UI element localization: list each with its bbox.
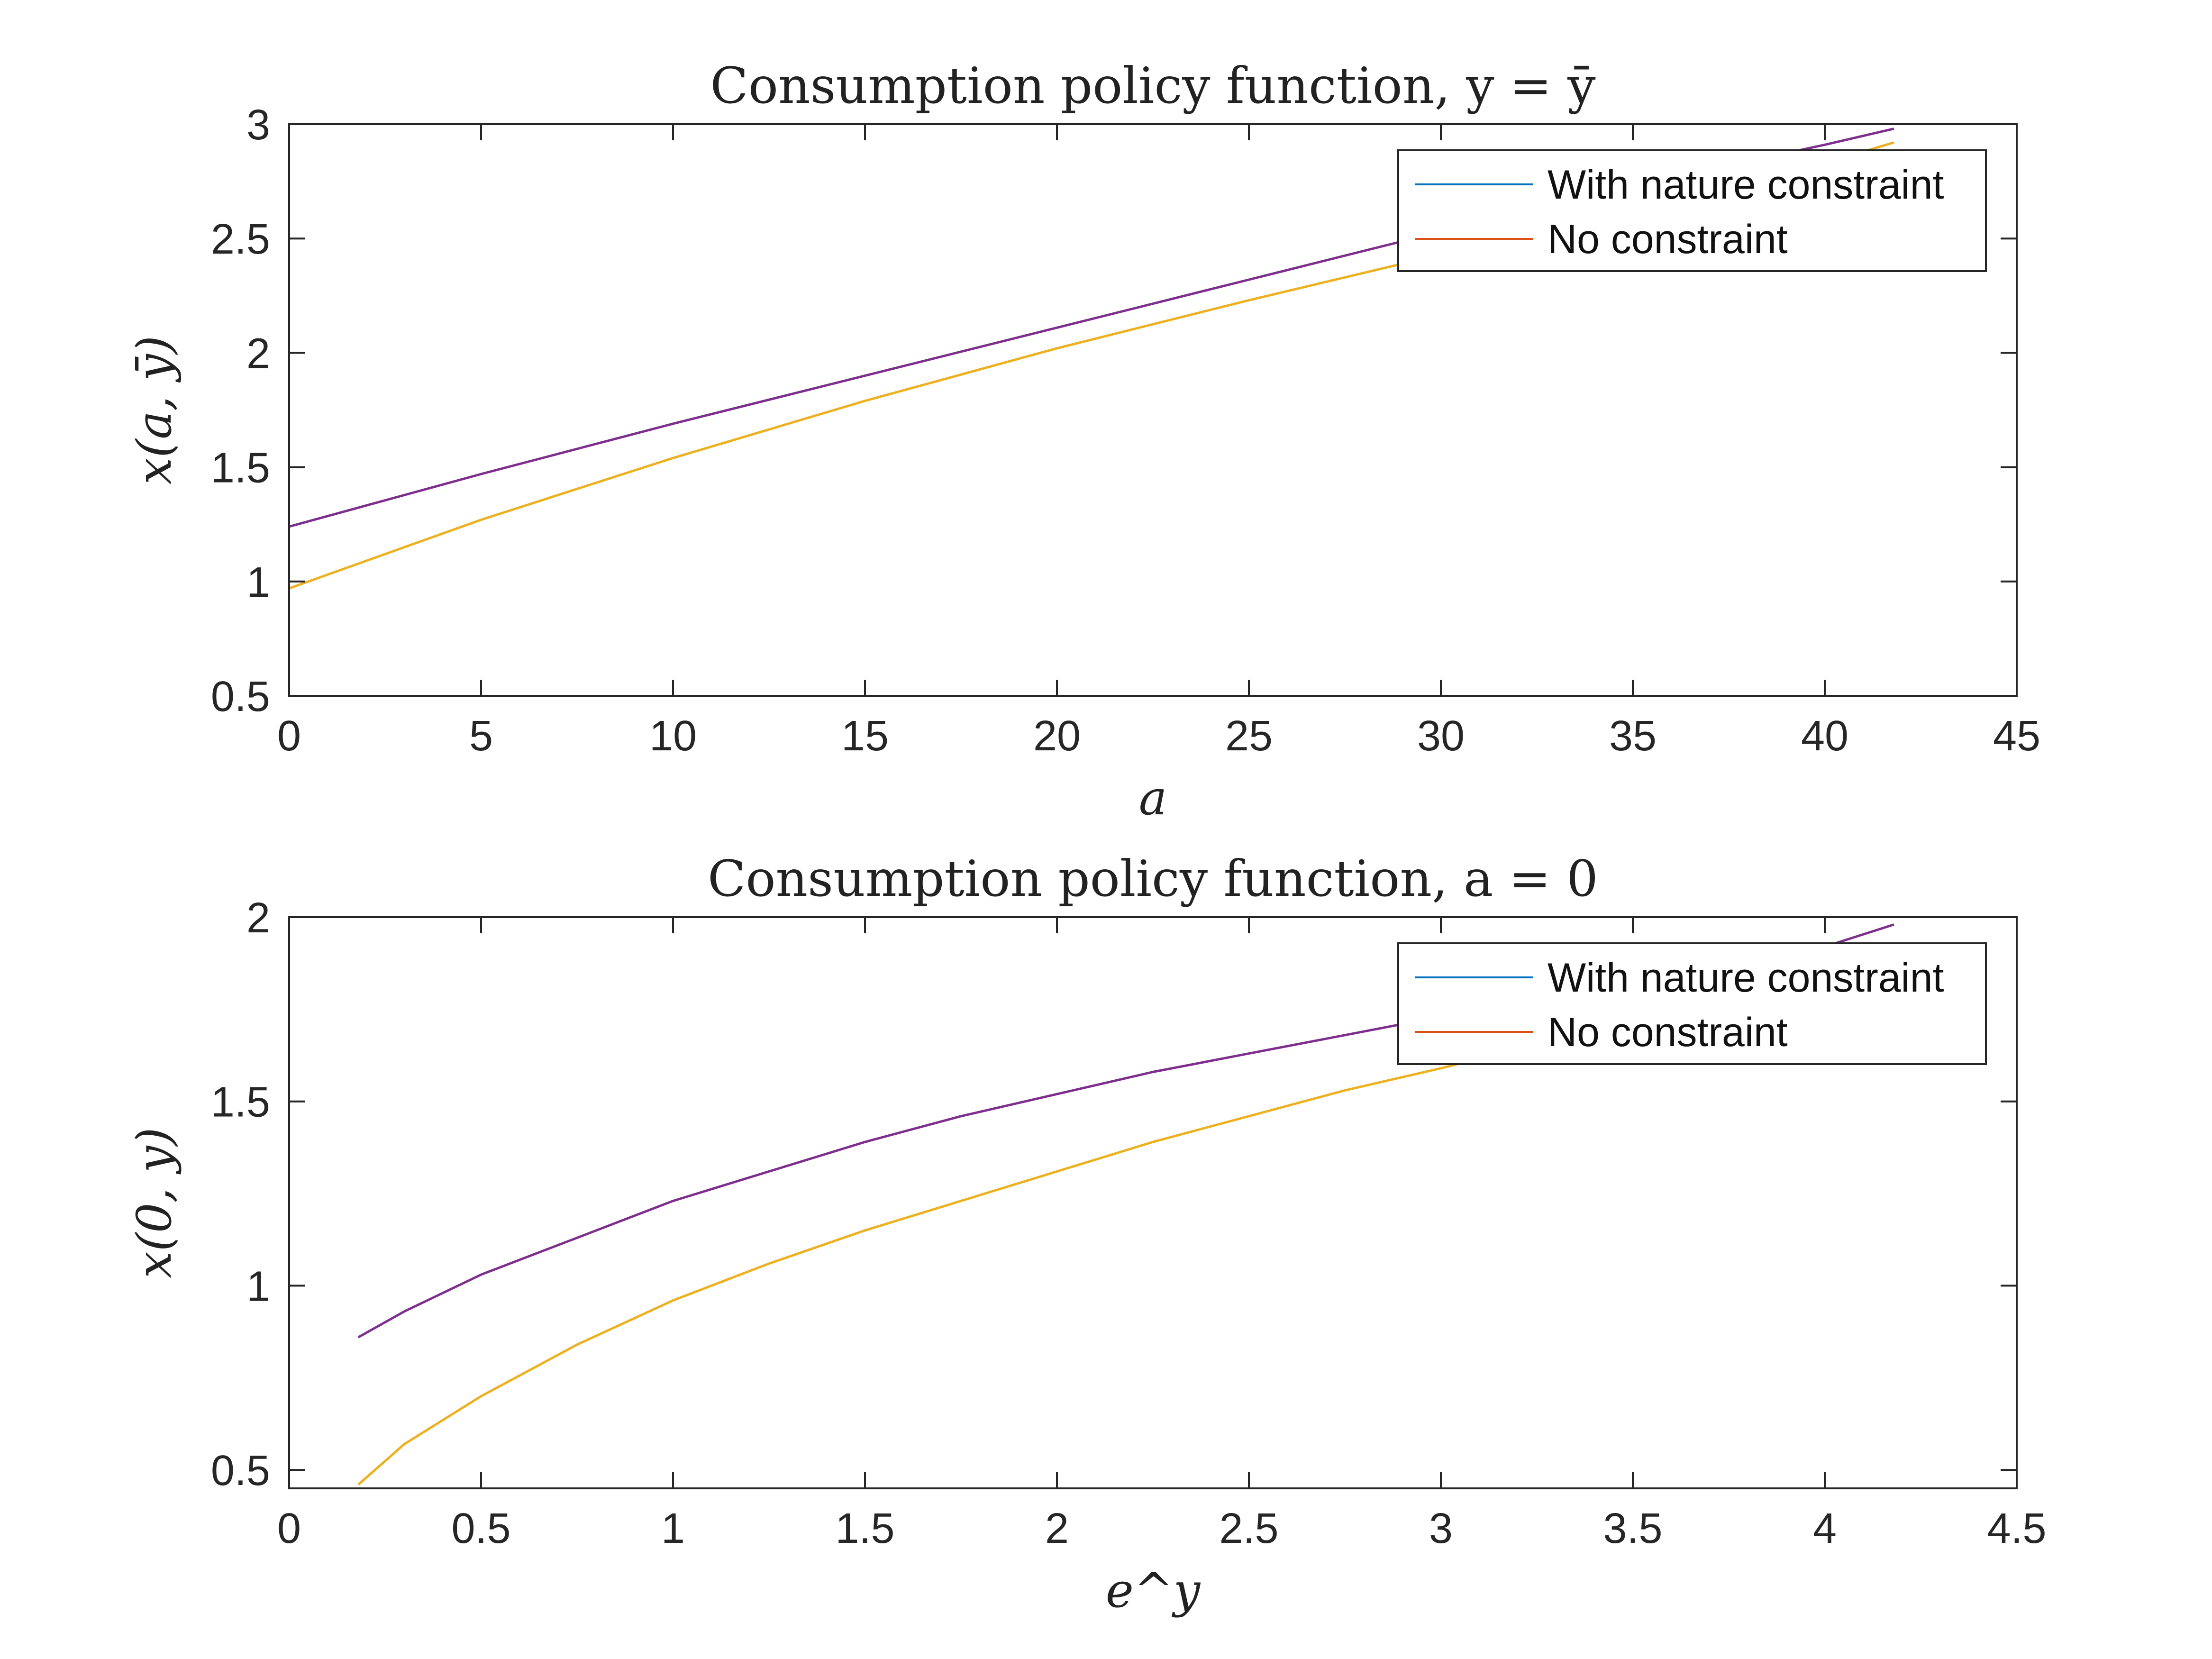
bottom-legend: With nature constraint No constraint — [1397, 942, 1987, 1065]
top-x-tick-label-5: 5 — [469, 712, 493, 760]
bottom-x-tick-label-1: 1 — [661, 1505, 685, 1552]
top-y-tick-label-0-5: 0.5 — [211, 673, 270, 720]
top-x-tick-label-25: 25 — [1225, 712, 1273, 760]
bottom-x-tick-label-3: 3 — [1429, 1505, 1453, 1552]
bottom-y-tick-label-1: 1 — [246, 1263, 270, 1310]
top-y-axis-label: x(a, ȳ) — [127, 336, 182, 484]
top-legend: With nature constraint No constraint — [1397, 149, 1987, 272]
bottom-x-tick-label-4-5: 4.5 — [1987, 1505, 2046, 1552]
top-y-tick-label-2-5: 2.5 — [211, 216, 270, 263]
top-y-tick-label-1-5: 1.5 — [211, 445, 270, 492]
top-x-tick-label-45: 45 — [1993, 712, 2040, 760]
bottom-x-tick-label-3-5: 3.5 — [1603, 1505, 1662, 1552]
top-y-tick-label-2: 2 — [246, 330, 270, 377]
top-x-tick-label-20: 20 — [1033, 712, 1081, 760]
bottom-ticks: 0 0.5 1 1.5 2 2.5 3 3.5 4 4.50.511.52 — [211, 894, 2047, 1552]
top-y-tick-label-1: 1 — [246, 559, 270, 606]
top-x-tick-label-10: 10 — [649, 712, 697, 760]
bottom-x-axis-label: e^y — [1106, 1563, 1201, 1618]
bottom-y-tick-label-0-5: 0.5 — [211, 1447, 270, 1495]
top-title: Consumption policy function, y = ȳ — [710, 57, 1596, 115]
bottom-x-tick-label-2-5: 2.5 — [1219, 1505, 1278, 1552]
bottom-legend-label-no-constraint: No constraint — [1547, 1010, 1788, 1055]
bottom-legend-label-with-nature-constraint: With nature constraint — [1547, 955, 1944, 1001]
top-subplot: 0 5 10 15 20 25 30 35 40 45 0.5 1 1.5 2 2.5 3 Consumpti… — [127, 57, 2040, 826]
top-legend-label-with-nature-constraint: With nature constraint — [1547, 162, 1944, 208]
bottom-x-tick-label-1-5: 1.5 — [835, 1505, 894, 1552]
bottom-axes-box — [288, 916, 2018, 1489]
top-x-tick-label-35: 35 — [1609, 712, 1657, 760]
bottom-y-tick-label-1-5: 1.5 — [211, 1079, 270, 1126]
bottom-title: Consumption policy function, a = 0 — [708, 850, 1598, 908]
top-x-tick-label-30: 30 — [1417, 712, 1465, 760]
top-x-tick-label-0: 0 — [277, 712, 301, 760]
bottom-subplot: 0 0.5 1 1.5 2 2.5 3 3.5 4 4.50.511.52 Consumption… — [127, 850, 2047, 1618]
bottom-y-tick-label-2: 2 — [246, 894, 270, 942]
bottom-x-tick-label-0-5: 0.5 — [451, 1505, 510, 1552]
top-x-axis-label: a — [1139, 770, 1167, 826]
top-axes-box — [288, 123, 2018, 697]
bottom-x-tick-label-2: 2 — [1045, 1505, 1069, 1552]
bottom-legend-box — [1397, 942, 1987, 1065]
top-legend-box — [1397, 149, 1987, 272]
bottom-y-axis-label: x(0, y) — [127, 1127, 182, 1278]
top-ticks: 0 5 10 15 20 25 30 35 40 45 0.5 1 1.5 2 2.5 3 — [211, 101, 2040, 760]
top-x-tick-label-15: 15 — [841, 712, 889, 760]
top-y-tick-label-3: 3 — [246, 101, 270, 149]
top-x-tick-label-40: 40 — [1801, 712, 1848, 760]
bottom-x-tick-label-4: 4 — [1813, 1505, 1837, 1552]
bottom-x-tick-label-0: 0 — [277, 1505, 301, 1552]
top-legend-label-no-constraint: No constraint — [1547, 217, 1788, 262]
